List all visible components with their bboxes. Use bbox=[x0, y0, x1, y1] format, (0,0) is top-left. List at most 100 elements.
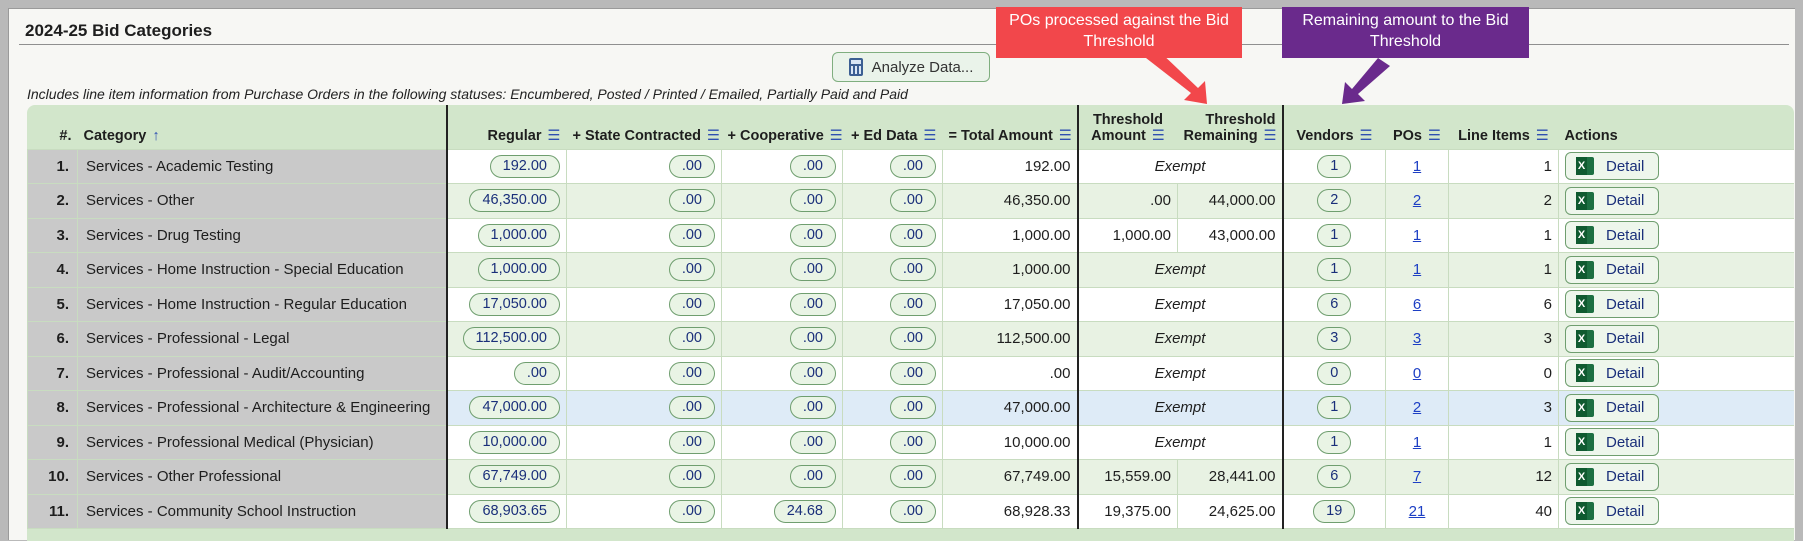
cooperative-amount[interactable]: 24.68 bbox=[773, 499, 836, 523]
pos-link[interactable]: 0 bbox=[1412, 364, 1422, 382]
regular-amount[interactable]: 1,000.00 bbox=[477, 258, 560, 282]
detail-button[interactable]: Detail bbox=[1565, 393, 1659, 422]
state-contracted-amount[interactable]: .00 bbox=[668, 361, 715, 385]
detail-button[interactable]: Detail bbox=[1565, 255, 1659, 284]
vendors-count[interactable]: 6 bbox=[1317, 292, 1352, 316]
cooperative-amount[interactable]: .00 bbox=[789, 396, 836, 420]
regular-amount[interactable]: 192.00 bbox=[489, 154, 560, 178]
col-header-total-amount[interactable]: = Total Amount ☰ bbox=[942, 105, 1079, 149]
cooperative-amount[interactable]: .00 bbox=[789, 258, 836, 282]
regular-amount[interactable]: 1,000.00 bbox=[477, 223, 560, 247]
state-contracted-amount[interactable]: .00 bbox=[668, 465, 715, 489]
state-contracted-amount[interactable]: .00 bbox=[668, 430, 715, 454]
regular-amount[interactable]: 10,000.00 bbox=[469, 430, 560, 454]
cooperative-amount[interactable]: .00 bbox=[789, 292, 836, 316]
pos-link[interactable]: 1 bbox=[1412, 433, 1422, 451]
pos-link[interactable]: 1 bbox=[1412, 261, 1422, 279]
cooperative-amount[interactable]: .00 bbox=[789, 327, 836, 351]
pos-link[interactable]: 6 bbox=[1412, 295, 1422, 313]
ed-data-amount[interactable]: .00 bbox=[889, 292, 936, 316]
pos-link[interactable]: 2 bbox=[1412, 192, 1422, 210]
hamburger-menu-icon[interactable]: ☰ bbox=[547, 127, 561, 144]
hamburger-menu-icon[interactable]: ☰ bbox=[1359, 127, 1373, 144]
cooperative-amount[interactable]: .00 bbox=[789, 223, 836, 247]
col-header-threshold-remaining[interactable]: Threshold Remaining ☰ bbox=[1177, 105, 1284, 149]
ed-data-amount[interactable]: .00 bbox=[889, 154, 936, 178]
ed-data-amount[interactable]: .00 bbox=[889, 189, 936, 213]
vendors-count[interactable]: 1 bbox=[1317, 223, 1352, 247]
hamburger-menu-icon[interactable]: ☰ bbox=[829, 127, 843, 144]
regular-amount[interactable]: 17,050.00 bbox=[469, 292, 560, 316]
col-header-ed-data[interactable]: + Ed Data ☰ bbox=[851, 127, 937, 144]
pos-link[interactable]: 1 bbox=[1412, 226, 1422, 244]
vendors-count[interactable]: 1 bbox=[1317, 430, 1352, 454]
ed-data-amount[interactable]: .00 bbox=[889, 499, 936, 523]
vendors-count[interactable]: 2 bbox=[1317, 189, 1352, 213]
vendors-count[interactable]: 6 bbox=[1317, 465, 1352, 489]
detail-button[interactable]: Detail bbox=[1565, 359, 1659, 388]
ed-data-amount[interactable]: .00 bbox=[889, 396, 936, 420]
pos-link[interactable]: 1 bbox=[1412, 157, 1422, 175]
col-header-threshold-amount[interactable]: Threshold Amount ☰ bbox=[1091, 111, 1165, 144]
sort-ascending-icon[interactable]: ↑ bbox=[152, 127, 160, 144]
pos-link[interactable]: 7 bbox=[1412, 468, 1422, 486]
cooperative-amount[interactable]: .00 bbox=[789, 430, 836, 454]
hamburger-menu-icon[interactable]: ☰ bbox=[1263, 127, 1277, 144]
hamburger-menu-icon[interactable]: ☰ bbox=[1058, 127, 1072, 144]
state-contracted-amount[interactable]: .00 bbox=[668, 258, 715, 282]
state-contracted-amount[interactable]: .00 bbox=[668, 223, 715, 247]
state-contracted-amount[interactable]: .00 bbox=[668, 189, 715, 213]
regular-amount[interactable]: 47,000.00 bbox=[469, 396, 560, 420]
cooperative-amount[interactable]: .00 bbox=[789, 154, 836, 178]
detail-button[interactable]: Detail bbox=[1565, 497, 1659, 526]
regular-amount[interactable]: 68,903.65 bbox=[469, 499, 560, 523]
pos-link[interactable]: 21 bbox=[1408, 502, 1426, 520]
detail-button[interactable]: Detail bbox=[1565, 324, 1659, 353]
col-header-pos[interactable]: POs ☰ bbox=[1392, 127, 1441, 144]
regular-amount[interactable]: 46,350.00 bbox=[469, 189, 560, 213]
ed-data-amount[interactable]: .00 bbox=[889, 258, 936, 282]
detail-button[interactable]: Detail bbox=[1565, 186, 1659, 215]
detail-button[interactable]: Detail bbox=[1565, 290, 1659, 319]
state-contracted-amount[interactable]: .00 bbox=[668, 327, 715, 351]
hamburger-menu-icon[interactable]: ☰ bbox=[1151, 127, 1165, 144]
vendors-count[interactable]: 0 bbox=[1317, 361, 1352, 385]
state-contracted-amount[interactable]: .00 bbox=[668, 154, 715, 178]
pos-link[interactable]: 3 bbox=[1412, 330, 1422, 348]
pos-link[interactable]: 2 bbox=[1412, 399, 1422, 417]
analyze-data-button[interactable]: Analyze Data... bbox=[832, 52, 990, 82]
detail-button[interactable]: Detail bbox=[1565, 221, 1659, 250]
detail-button[interactable]: Detail bbox=[1565, 428, 1659, 457]
regular-amount[interactable]: .00 bbox=[513, 361, 560, 385]
cooperative-amount[interactable]: .00 bbox=[789, 465, 836, 489]
vendors-count[interactable]: 1 bbox=[1317, 154, 1352, 178]
vendors-count[interactable]: 19 bbox=[1313, 499, 1356, 523]
regular-amount[interactable]: 112,500.00 bbox=[462, 327, 560, 351]
ed-data-amount[interactable]: .00 bbox=[889, 361, 936, 385]
ed-data-amount[interactable]: .00 bbox=[889, 327, 936, 351]
col-header-vendors[interactable]: Vendors ☰ bbox=[1296, 127, 1373, 144]
vendors-count[interactable]: 1 bbox=[1317, 258, 1352, 282]
col-header-line-items[interactable]: Line Items ☰ bbox=[1458, 127, 1549, 144]
cooperative-amount[interactable]: .00 bbox=[789, 361, 836, 385]
vendors-count[interactable]: 3 bbox=[1317, 327, 1352, 351]
ed-data-amount[interactable]: .00 bbox=[889, 223, 936, 247]
ed-data-amount[interactable]: .00 bbox=[889, 465, 936, 489]
col-header-state-contracted[interactable]: + State Contracted ☰ bbox=[572, 127, 721, 144]
state-contracted-amount[interactable]: .00 bbox=[668, 499, 715, 523]
detail-button[interactable]: Detail bbox=[1565, 462, 1659, 491]
regular-amount[interactable]: 67,749.00 bbox=[469, 465, 560, 489]
col-header-cooperative[interactable]: + Cooperative ☰ bbox=[727, 127, 843, 144]
hamburger-menu-icon[interactable]: ☰ bbox=[1428, 127, 1441, 144]
vendors-count[interactable]: 1 bbox=[1317, 396, 1352, 420]
state-contracted-amount[interactable]: .00 bbox=[668, 292, 715, 316]
hamburger-menu-icon[interactable]: ☰ bbox=[923, 127, 937, 144]
detail-button[interactable]: Detail bbox=[1565, 152, 1659, 181]
state-contracted-amount[interactable]: .00 bbox=[668, 396, 715, 420]
col-header-regular[interactable]: Regular ☰ bbox=[487, 127, 561, 144]
ed-data-amount[interactable]: .00 bbox=[889, 430, 936, 454]
cooperative-amount[interactable]: .00 bbox=[789, 189, 836, 213]
col-header-category[interactable]: Category ↑ bbox=[77, 105, 448, 149]
hamburger-menu-icon[interactable]: ☰ bbox=[1535, 127, 1549, 144]
hamburger-menu-icon[interactable]: ☰ bbox=[707, 127, 721, 144]
